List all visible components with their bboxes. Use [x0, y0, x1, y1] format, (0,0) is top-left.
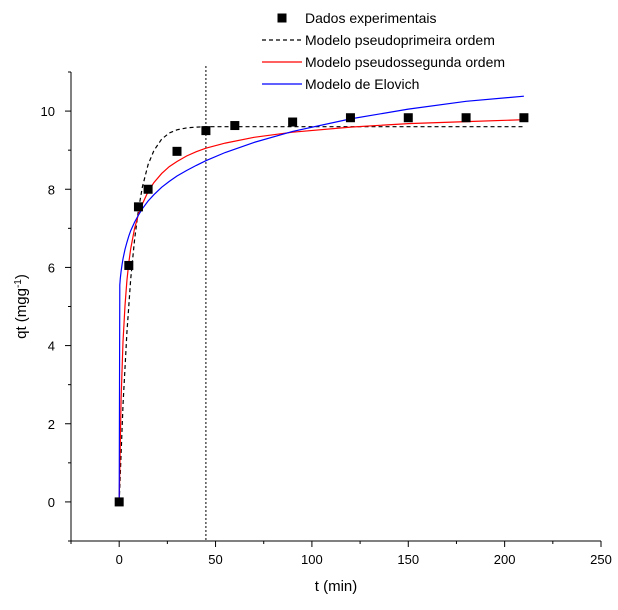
- y-tick-label: 4: [48, 339, 55, 354]
- y-tick-label: 6: [48, 260, 55, 275]
- y-axis-title-superscript: -1: [13, 279, 24, 288]
- data-point: [345, 113, 355, 123]
- legend-label: Dados experimentais: [305, 10, 437, 26]
- x-tick-label: 200: [494, 552, 516, 567]
- series-line-1: [118, 126, 524, 502]
- x-tick-label: 50: [208, 552, 222, 567]
- data-point: [230, 121, 240, 131]
- x-tick-label: 100: [301, 552, 323, 567]
- series-line-3: [118, 95, 524, 502]
- axes: 0 50 100 150 200 250 0 2 4 6 8 10: [41, 71, 612, 567]
- data-point: [288, 117, 298, 127]
- data-point: [143, 184, 153, 194]
- legend-label: Modelo de Elovich: [305, 76, 419, 92]
- data-point: [461, 113, 471, 123]
- legend-label: Modelo pseudossegunda ordem: [305, 54, 505, 70]
- x-axis-title: t (min): [315, 578, 358, 595]
- series-line-2: [118, 119, 524, 502]
- x-tick-label: 250: [590, 552, 612, 567]
- plot-area: [114, 66, 529, 541]
- y-tick-label: 10: [41, 104, 55, 119]
- data-point: [403, 113, 413, 123]
- y-axis-title: qt (mgg-1): [13, 274, 31, 339]
- y-tick-label: 8: [48, 182, 55, 197]
- y-tick-label: 0: [48, 495, 55, 510]
- data-point: [133, 202, 143, 212]
- data-point: [519, 113, 529, 123]
- x-tick-label: 150: [397, 552, 419, 567]
- legend: Dados experimentais Modelo pseudoprimeira…: [262, 10, 505, 92]
- legend-marker: [277, 13, 287, 23]
- data-point: [172, 146, 182, 156]
- y-axis-title-close: ): [13, 274, 30, 279]
- data-point: [124, 260, 134, 270]
- legend-label: Modelo pseudoprimeira ordem: [305, 32, 495, 48]
- y-axis-title-base: qt (mgg: [13, 288, 30, 339]
- data-point: [201, 126, 211, 136]
- x-tick-label: 0: [116, 552, 123, 567]
- y-tick-label: 2: [48, 417, 55, 432]
- data-point: [114, 497, 124, 507]
